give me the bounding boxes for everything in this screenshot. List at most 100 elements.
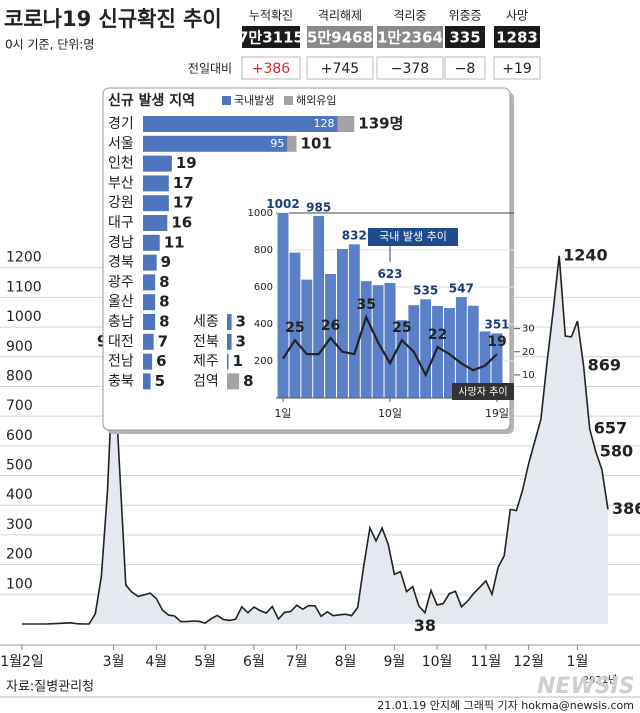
y-tick-label: 1200 (6, 250, 42, 266)
region-label: 전남 (108, 354, 134, 370)
y-tick-label: 500 (6, 458, 33, 474)
y-tick-label: 100 (6, 576, 33, 592)
y-tick-label: 200 (254, 356, 273, 367)
line (22, 255, 609, 625)
bar-value-label: 351 (484, 318, 509, 332)
stat-box (242, 26, 300, 48)
area (22, 255, 608, 625)
domestic-bar (143, 353, 153, 370)
domestic-bar (143, 314, 156, 330)
stat-value: 1만2364 (377, 29, 443, 47)
y-tick-label: 400 (254, 319, 273, 330)
region-label: 제주 (193, 354, 219, 370)
stat-label: 격리중 (393, 9, 426, 23)
domestic-bar (143, 373, 151, 390)
region-label: 전북 (193, 334, 219, 350)
domestic-bar (143, 234, 160, 251)
y-tick-label: 300 (6, 517, 33, 533)
bar (384, 282, 396, 399)
x-tick-label: 8월 (335, 654, 357, 670)
domestic-bar (143, 135, 288, 152)
domestic-bar (143, 116, 338, 132)
region-label: 대구 (108, 215, 134, 231)
legend-label: 국내발생 (234, 94, 274, 107)
series-tag-label: 사망자 추이 (458, 386, 507, 398)
data-label: 386 (612, 499, 640, 518)
legend-label: 해외유입 (296, 93, 336, 107)
bar-value-label: 623 (377, 267, 402, 281)
bar-value-label: 547 (449, 281, 474, 295)
region-label: 대전 (108, 334, 134, 350)
bar (312, 215, 325, 399)
bar-value-label: 832 (342, 229, 367, 243)
data-label: 657 (594, 418, 627, 437)
region-title: 신규 발생 지역 (108, 92, 195, 109)
bar-value-label: 1002 (266, 197, 299, 211)
bar (300, 279, 313, 399)
legend-swatch (284, 96, 293, 105)
domestic-bar (143, 155, 172, 172)
stat-label: 격리해제 (318, 9, 362, 23)
x-tick-label: 3월 (103, 654, 125, 670)
delta-box (376, 56, 444, 80)
domestic-bar (143, 254, 157, 271)
x-tick-label: 7월 (286, 654, 308, 670)
total-label: 139명 (358, 115, 403, 133)
delta-box (493, 56, 541, 80)
total-label: 6 (156, 352, 166, 370)
total-label: 5 (155, 372, 165, 390)
total-label: 17 (173, 174, 194, 192)
region-label: 인천 (108, 156, 134, 172)
stat-delta: +386 (252, 61, 291, 77)
data-label: 38 (414, 616, 436, 635)
region-label: 광주 (108, 274, 134, 290)
import-bar (227, 373, 240, 390)
y-tick-label: 200 (6, 547, 33, 563)
bar (419, 298, 432, 399)
x-tick-label: 12월 (513, 654, 544, 670)
total-label: 3 (236, 332, 246, 350)
bar (455, 296, 468, 399)
x-tick-label: 1월2일 (0, 654, 44, 670)
region-label: 경남 (108, 235, 134, 251)
y-tick-label: 1100 (6, 279, 42, 295)
x-tick-label: 1일 (274, 406, 291, 420)
bar (277, 212, 289, 399)
total-label: 1 (233, 352, 243, 370)
stat-box (307, 26, 373, 48)
y2-tick-label: 10 (522, 370, 535, 381)
y-tick-label: 1000 (248, 208, 273, 219)
data-label: 580 (600, 441, 633, 460)
total-label: 16 (171, 214, 192, 232)
death-label: 25 (285, 320, 304, 336)
bar (431, 305, 444, 399)
y-tick-label: 700 (6, 398, 33, 414)
bar (324, 273, 337, 399)
logo: NEWSIS (537, 674, 635, 699)
domestic-bar (143, 333, 154, 350)
domestic-bar (143, 215, 168, 231)
region-label: 세종 (193, 314, 219, 330)
y-tick-label: 800 (6, 368, 33, 384)
y-tick-label: 400 (6, 487, 33, 503)
region-label: 울산 (108, 294, 134, 310)
total-label: 101 (301, 134, 332, 152)
death-line (282, 314, 498, 378)
y-tick-label: 800 (254, 245, 273, 256)
data-label: 869 (588, 355, 621, 374)
stat-value: 5만9468 (307, 29, 373, 47)
total-label: 11 (164, 233, 185, 251)
total-label: 8 (243, 372, 253, 390)
x-tick-label: 5월 (194, 654, 216, 670)
stat-value: 7만3115 (238, 29, 304, 47)
domestic-bar (227, 314, 232, 330)
region-label: 강원 (108, 195, 134, 211)
death-label: 19 (487, 334, 506, 350)
bar-value-label: 535 (413, 284, 438, 298)
import-bar (287, 135, 297, 152)
region-label: 충남 (108, 314, 134, 330)
bar-label: 128 (314, 117, 335, 130)
domestic-bar (227, 353, 229, 370)
source: 자료:질병관리청 (6, 680, 94, 695)
